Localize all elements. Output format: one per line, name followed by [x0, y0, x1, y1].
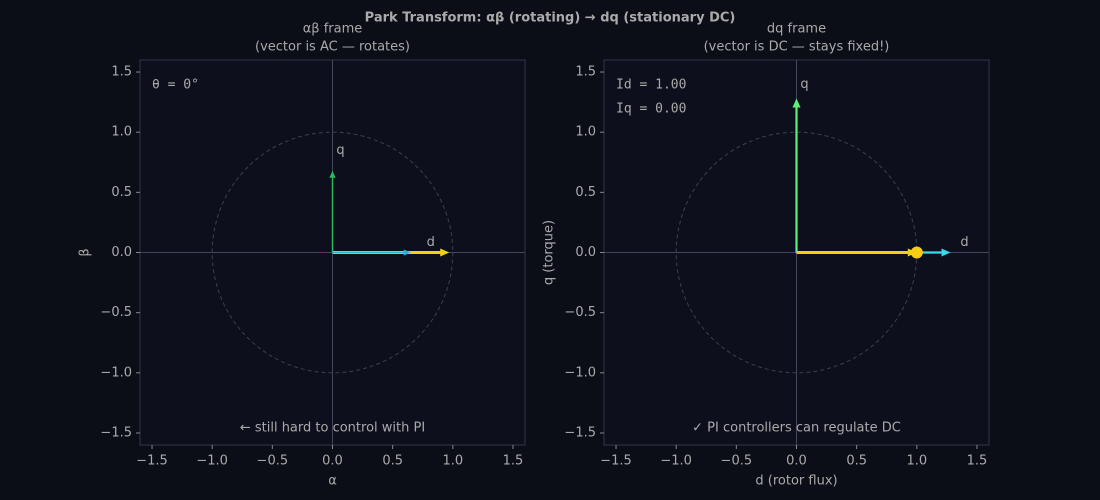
panel-subtitle: (vector is DC — stays fixed!) — [704, 40, 890, 55]
y-tick-label: 0.5 — [111, 185, 132, 200]
y-tick-label: 0.0 — [111, 245, 132, 260]
y-tick-label: 1.5 — [111, 65, 132, 80]
footnote: ← still hard to control with PI — [240, 421, 425, 436]
x-tick-label: 1.5 — [967, 454, 988, 469]
vector-label: q — [336, 143, 344, 158]
x-tick-label: −1.5 — [600, 454, 632, 469]
y-tick-label: −1.0 — [564, 365, 596, 380]
x-tick-label: 1.0 — [906, 454, 927, 469]
x-tick-label: −1.0 — [660, 454, 692, 469]
y-tick-label: 1.0 — [111, 125, 132, 140]
x-tick-label: 1.0 — [442, 454, 463, 469]
arrow-head — [440, 248, 450, 257]
vector — [792, 98, 801, 253]
annotation: Iq = 0.00 — [616, 102, 686, 117]
vector-label: d — [960, 235, 968, 250]
y-tick-label: 1.0 — [575, 125, 596, 140]
vector-label: q — [800, 77, 808, 92]
y-tick-label: −1.5 — [564, 425, 596, 440]
y-tick-label: −0.5 — [564, 305, 596, 320]
y-axis-label: q (torque) — [542, 220, 557, 285]
x-tick-label: −1.0 — [196, 454, 228, 469]
y-tick-label: −1.5 — [100, 425, 132, 440]
arrow-head — [792, 98, 801, 108]
y-tick-label: −0.5 — [100, 305, 132, 320]
x-tick-label: −0.5 — [257, 454, 289, 469]
x-axis-label: α — [328, 474, 337, 489]
x-tick-label: −0.5 — [721, 454, 753, 469]
figure-title: Park Transform: αβ (rotating) → dq (stat… — [365, 11, 736, 26]
x-tick-label: 0.5 — [382, 454, 403, 469]
panel-title: αβ frame — [303, 22, 363, 37]
x-tick-label: −1.5 — [136, 454, 168, 469]
vector — [329, 170, 336, 253]
vector — [332, 249, 411, 256]
vector-tip-dot — [910, 246, 923, 259]
panel-subtitle: (vector is AC — rotates) — [255, 40, 410, 55]
vector-label: d — [427, 235, 435, 250]
annotation: Id = 1.00 — [616, 78, 686, 93]
x-tick-label: 0.5 — [846, 454, 867, 469]
annotation: θ = 0° — [152, 78, 199, 93]
x-tick-label: 0.0 — [322, 454, 343, 469]
x-tick-label: 1.5 — [503, 454, 524, 469]
y-tick-label: 1.5 — [575, 65, 596, 80]
arrow-head — [941, 248, 951, 257]
y-tick-label: 0.0 — [575, 245, 596, 260]
y-tick-label: −1.0 — [100, 365, 132, 380]
arrow-head — [329, 170, 336, 178]
y-axis-label: β — [78, 248, 93, 256]
x-axis-label: d (rotor flux) — [755, 474, 837, 489]
footnote: ✓ PI controllers can regulate DC — [692, 421, 901, 436]
unit-circle — [211, 131, 454, 374]
y-tick-label: 0.5 — [575, 185, 596, 200]
panel-title: dq frame — [767, 22, 826, 37]
arrow-head — [403, 249, 411, 256]
x-tick-label: 0.0 — [786, 454, 807, 469]
